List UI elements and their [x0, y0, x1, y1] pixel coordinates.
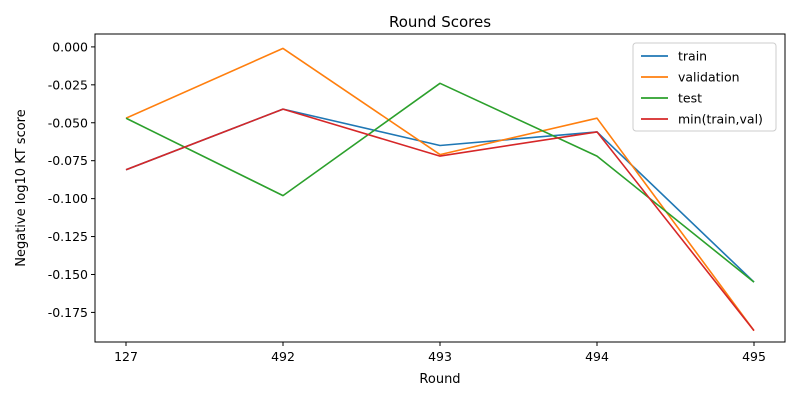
y-tick-label: -0.125: [48, 229, 88, 244]
y-tick-label: -0.175: [48, 305, 88, 320]
x-tick-label: 494: [585, 349, 609, 364]
x-tick-label: 492: [271, 349, 295, 364]
x-axis: 127 492 493 494 495: [114, 342, 766, 364]
x-tick-label: 495: [742, 349, 766, 364]
y-tick-label: 0.000: [52, 39, 88, 54]
legend-entry: train: [678, 49, 707, 64]
series-line-1: [125, 47, 755, 332]
series-line-0: [125, 108, 755, 283]
legend-box: [632, 42, 777, 132]
legend-entry: test: [678, 91, 702, 106]
x-tick-label: 127: [114, 349, 138, 364]
y-tick-label: -0.075: [48, 153, 88, 168]
series-lines: [125, 47, 755, 332]
y-tick-label: -0.050: [48, 115, 88, 130]
y-tick-label: -0.025: [48, 77, 88, 92]
y-tick-label: -0.100: [48, 191, 88, 206]
x-axis-label: Round: [419, 372, 460, 387]
chart-title: Round Scores: [389, 13, 491, 31]
x-tick-label: 493: [428, 349, 452, 364]
legend-entry: min(train,val): [678, 112, 763, 127]
y-tick-label: -0.150: [48, 267, 88, 282]
series-line-3: [125, 108, 755, 332]
legend-entry: validation: [678, 70, 740, 85]
y-axis: 0.000 -0.025 -0.050 -0.075 -0.100 -0.125 -0.15…: [48, 39, 95, 320]
legend: train validation test min(train,val): [632, 42, 777, 132]
y-axis-label: Negative log10 KT score: [14, 109, 29, 267]
